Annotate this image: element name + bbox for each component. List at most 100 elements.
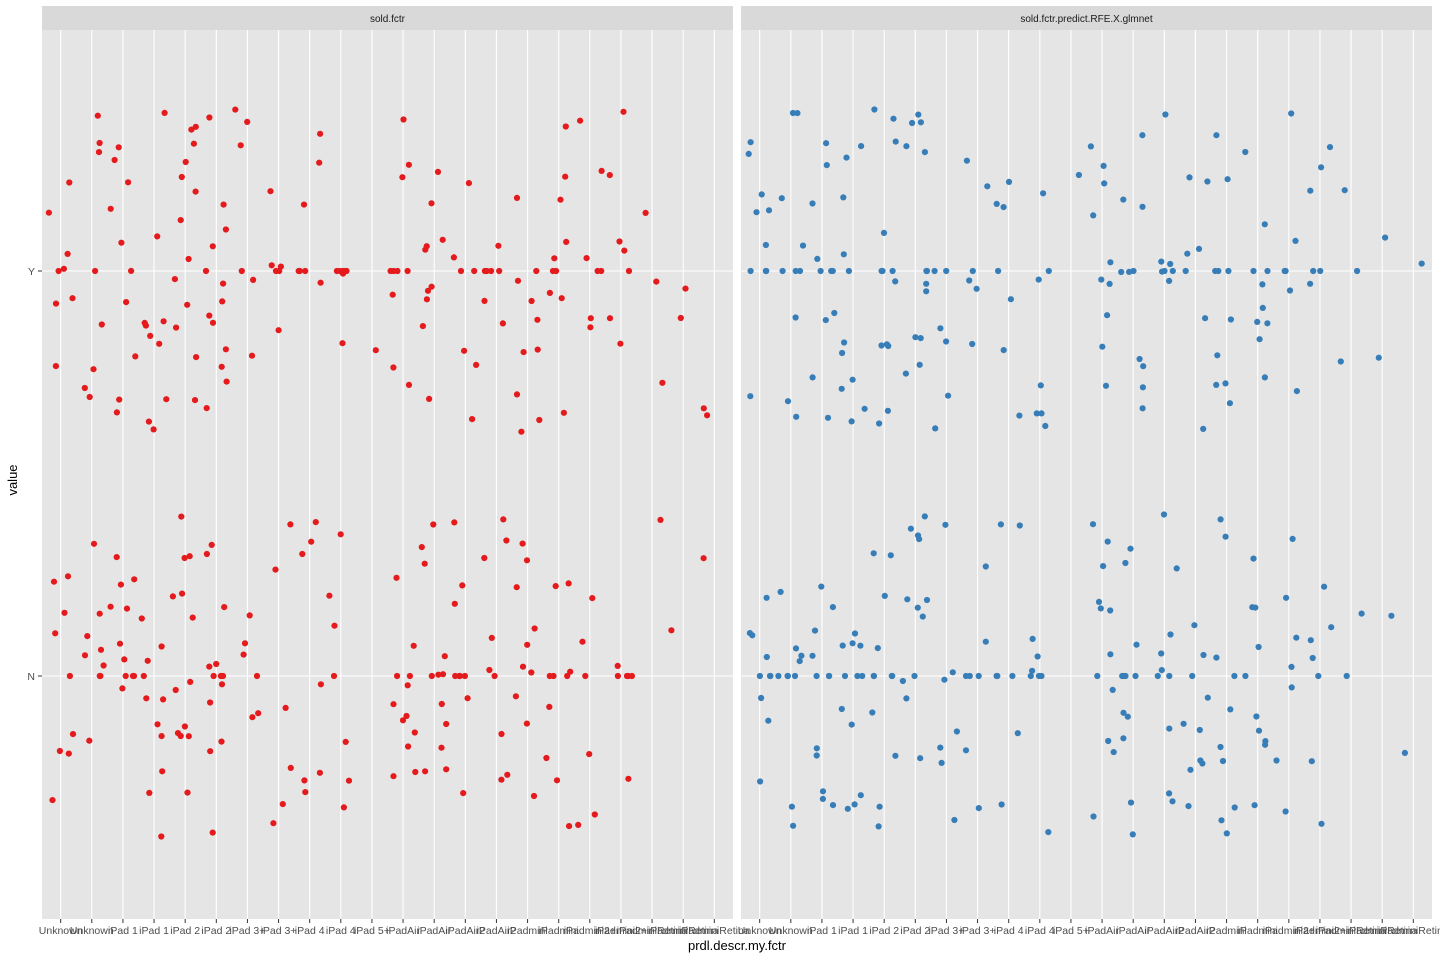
data-point	[1100, 162, 1107, 169]
data-point	[422, 768, 429, 775]
data-point	[995, 267, 1002, 275]
data-point	[443, 766, 450, 773]
data-point	[1118, 268, 1125, 276]
data-point	[682, 285, 689, 292]
data-point	[81, 384, 88, 392]
data-point	[823, 162, 830, 169]
data-point	[92, 267, 99, 275]
data-point	[943, 338, 950, 345]
data-point	[220, 201, 227, 208]
data-point	[144, 657, 151, 664]
data-point	[403, 712, 410, 720]
data-point	[566, 823, 573, 830]
data-point	[513, 194, 521, 201]
data-point	[339, 340, 346, 347]
data-point	[49, 797, 56, 804]
data-point	[213, 660, 220, 668]
data-point	[1120, 735, 1127, 742]
data-point	[997, 521, 1005, 528]
data-point	[65, 750, 72, 757]
data-point	[1169, 798, 1176, 805]
data-point	[1217, 516, 1224, 523]
data-point	[1107, 607, 1114, 614]
data-point	[208, 541, 215, 549]
data-point	[491, 672, 498, 680]
data-point	[546, 672, 553, 680]
data-point	[809, 200, 816, 207]
data-point	[975, 805, 982, 812]
data-point	[745, 150, 752, 157]
x-tick-label: iPad 5+	[354, 925, 390, 937]
data-point	[333, 267, 340, 275]
data-point	[97, 646, 105, 653]
data-point	[875, 823, 882, 830]
data-point	[1037, 382, 1044, 389]
data-point	[308, 538, 315, 545]
data-point	[406, 672, 413, 680]
data-point	[428, 200, 435, 207]
data-point	[871, 106, 878, 113]
data-point	[1089, 521, 1097, 528]
data-point	[1189, 672, 1196, 680]
data-point	[582, 672, 589, 680]
data-point	[518, 428, 525, 435]
data-point	[159, 768, 166, 775]
data-point	[1215, 267, 1222, 275]
data-point	[758, 694, 765, 702]
data-point	[69, 295, 76, 302]
data-point	[277, 263, 284, 270]
data-point	[428, 672, 435, 680]
data-point	[916, 361, 923, 368]
data-point	[96, 610, 103, 617]
data-point	[404, 682, 411, 689]
data-point	[1251, 802, 1258, 809]
data-point	[145, 418, 152, 425]
facet-strip-label: sold.fctr	[370, 14, 406, 25]
data-point	[181, 723, 188, 730]
x-tick-label: iPad 4	[1025, 925, 1055, 937]
data-point	[843, 154, 850, 161]
data-point	[969, 340, 976, 348]
data-point	[190, 140, 197, 147]
data-point	[169, 593, 176, 600]
data-point	[1283, 594, 1290, 601]
data-point	[753, 209, 760, 216]
data-point	[794, 110, 801, 117]
data-point	[121, 656, 128, 663]
data-point	[1027, 672, 1034, 680]
x-tick-label: iPadAir2	[1176, 925, 1216, 937]
data-point	[66, 672, 73, 680]
data-point	[840, 251, 847, 258]
data-point	[811, 627, 819, 634]
data-point	[143, 695, 150, 702]
x-tick-label: iPadmini	[1206, 925, 1246, 937]
data-point	[504, 771, 511, 778]
data-point	[107, 603, 114, 610]
data-point	[1307, 187, 1314, 194]
data-point	[115, 144, 122, 151]
data-point	[483, 267, 490, 275]
data-point	[1033, 410, 1040, 417]
data-point	[531, 625, 538, 632]
data-point	[147, 332, 154, 339]
data-point	[241, 640, 249, 647]
data-point	[841, 672, 849, 680]
data-point	[404, 267, 411, 275]
data-point	[410, 642, 417, 649]
data-point	[553, 777, 561, 784]
data-point	[534, 316, 541, 323]
data-point	[125, 179, 132, 186]
x-tick-label: iPad 3+	[928, 925, 964, 937]
data-point	[150, 426, 157, 433]
data-point	[1256, 336, 1263, 343]
data-point	[1159, 268, 1166, 275]
data-point	[172, 686, 179, 694]
data-point	[203, 405, 210, 412]
data-point	[848, 721, 855, 728]
data-point	[829, 267, 836, 275]
data-point	[1009, 672, 1016, 680]
data-point	[546, 289, 554, 296]
data-point	[813, 745, 820, 752]
data-point	[107, 205, 114, 212]
data-point	[616, 238, 623, 245]
